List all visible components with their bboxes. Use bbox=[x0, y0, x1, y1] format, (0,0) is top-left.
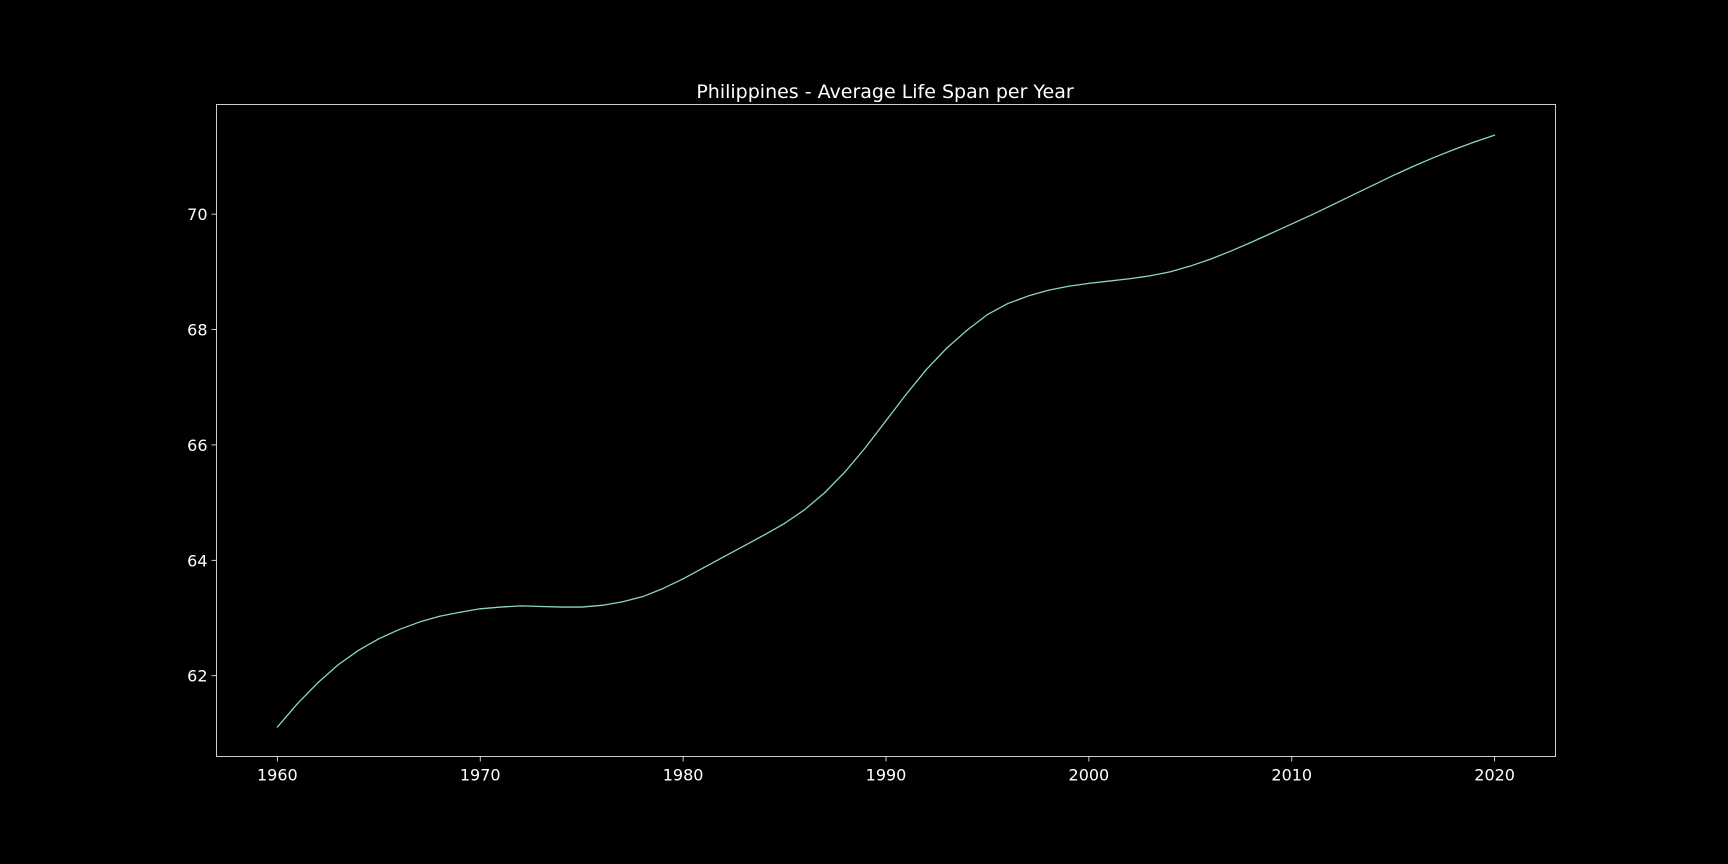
data-point bbox=[925, 368, 928, 370]
data-point bbox=[317, 682, 319, 684]
data-point bbox=[1291, 223, 1293, 225]
data-point bbox=[1453, 148, 1455, 151]
data-point bbox=[621, 601, 623, 603]
data-point bbox=[1088, 282, 1090, 284]
data-point bbox=[1494, 134, 1496, 136]
x-tick-label: 2010 bbox=[1271, 766, 1312, 785]
data-point bbox=[581, 606, 583, 608]
x-tick-label: 1990 bbox=[866, 766, 907, 785]
data-point bbox=[844, 470, 847, 473]
data-point bbox=[865, 446, 867, 448]
data-point bbox=[1331, 204, 1333, 206]
data-point bbox=[520, 605, 522, 607]
data-point bbox=[1230, 250, 1232, 252]
data-point bbox=[1311, 214, 1313, 216]
y-tick-label: 62 bbox=[187, 667, 207, 686]
data-point bbox=[682, 578, 684, 580]
data-point bbox=[499, 606, 502, 608]
data-point bbox=[1392, 174, 1394, 177]
data-point bbox=[905, 393, 907, 395]
data-point bbox=[1270, 232, 1273, 234]
data-point bbox=[459, 611, 461, 613]
data-point bbox=[986, 313, 989, 316]
data-point bbox=[1412, 165, 1415, 167]
y-tick-label: 68 bbox=[187, 321, 207, 340]
data-point bbox=[297, 702, 299, 705]
data-point bbox=[1027, 295, 1029, 297]
x-tick-label: 1960 bbox=[257, 766, 298, 785]
data-point bbox=[1372, 184, 1374, 186]
data-point bbox=[885, 420, 887, 422]
data-point bbox=[1007, 302, 1009, 305]
data-point bbox=[479, 608, 481, 610]
data-point bbox=[1473, 141, 1475, 143]
data-point bbox=[418, 621, 420, 623]
data-point bbox=[723, 556, 725, 558]
data-point bbox=[966, 329, 968, 331]
x-tick-label: 2000 bbox=[1069, 766, 1110, 785]
data-point bbox=[1210, 258, 1212, 260]
data-point bbox=[702, 567, 705, 569]
data-point bbox=[378, 638, 380, 640]
x-tick-label: 2020 bbox=[1474, 766, 1515, 785]
data-point bbox=[1433, 156, 1435, 159]
data-point bbox=[804, 508, 806, 511]
y-tick-label: 64 bbox=[187, 551, 207, 570]
data-point bbox=[1128, 278, 1131, 280]
x-axis: 1960 1970 1980 1990 2000 2010 2020 bbox=[257, 756, 1515, 785]
data-point bbox=[1108, 280, 1110, 282]
data-point bbox=[1149, 275, 1151, 277]
data-point bbox=[743, 545, 745, 547]
data-point bbox=[763, 534, 765, 536]
chart-title: Philippines - Average Life Span per Year bbox=[696, 81, 1074, 103]
y-tick-label: 70 bbox=[187, 205, 207, 224]
data-point bbox=[1067, 285, 1070, 287]
x-tick-label: 1970 bbox=[460, 766, 501, 785]
data-point bbox=[357, 649, 360, 651]
data-point bbox=[1250, 241, 1252, 243]
data-point bbox=[1189, 265, 1191, 267]
data-point bbox=[946, 347, 948, 349]
x-tick-label: 1980 bbox=[663, 766, 704, 785]
data-point bbox=[662, 588, 664, 590]
y-tick-label: 66 bbox=[187, 436, 207, 455]
data-point bbox=[540, 605, 542, 608]
data-point bbox=[560, 606, 562, 608]
data-point bbox=[398, 628, 400, 631]
data-point bbox=[1169, 271, 1171, 273]
series-layer bbox=[276, 134, 1496, 728]
data-point bbox=[439, 615, 441, 617]
data-point bbox=[641, 596, 644, 598]
y-axis: 62 64 66 68 70 bbox=[187, 205, 217, 686]
data-point bbox=[783, 522, 786, 525]
data-point bbox=[337, 664, 339, 666]
data-point bbox=[1352, 194, 1354, 196]
data-point bbox=[1047, 289, 1049, 291]
data-point bbox=[601, 604, 603, 606]
data-point bbox=[276, 726, 278, 728]
data-point bbox=[824, 491, 826, 493]
